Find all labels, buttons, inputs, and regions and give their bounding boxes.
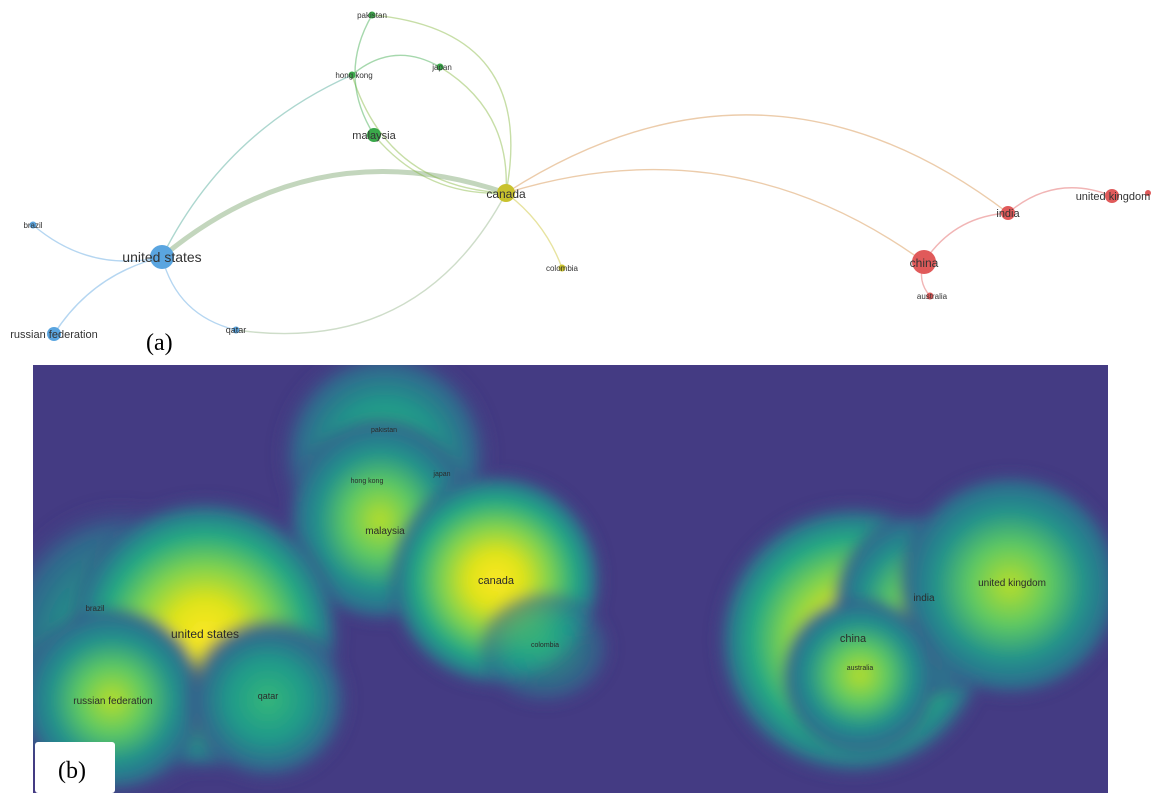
link-united-states-canada [160,169,507,259]
node-pakistan[interactable] [368,11,376,19]
density-label-canada: canada [478,575,515,587]
density-label-malaysia: malaysia [365,526,405,537]
density-label-brazil: brazil [85,604,104,613]
link-india-united-kingdom [1007,187,1113,214]
link-china-india [923,212,1009,263]
panel-b-density-map: pakistan japan hong kong malaysia canada colo… [33,365,1108,793]
link-canada-malaysia [373,134,507,194]
link-canada-japan [439,66,507,194]
node-malaysia[interactable] [367,128,381,142]
link-canada-hong-kong [351,74,507,194]
node-minor-dot [1145,190,1151,196]
density-label-china: china [840,633,867,645]
node-china[interactable] [912,250,936,274]
node-label-malaysia: malaysia [352,130,396,142]
density-label-australia: australia [847,665,874,672]
node-label-pakistan: pakistan [357,11,387,20]
node-india[interactable] [1001,206,1015,220]
density-label-united-kingdom: united kingdom [978,578,1046,589]
node-brazil[interactable] [29,221,37,229]
link-qatar-canada [235,192,507,335]
node-label-china: china [910,256,939,270]
density-labels: pakistan japan hong kong malaysia canada colo… [73,427,1046,707]
panel-a-label: (a) [146,330,173,356]
link-canada-china [505,168,925,263]
panel-b-label-box [35,742,115,793]
density-blob-united-kingdom [895,470,1108,700]
density-blob-australia [780,595,940,755]
node-qatar[interactable] [232,326,240,334]
density-label-pakistan: pakistan [371,427,397,434]
panel-a-network: pakistan hong kong japan malaysia canada colo… [10,11,1151,356]
node-united-kingdom[interactable] [1105,189,1119,203]
node-australia[interactable] [926,292,934,300]
link-united-states-russian-federation [53,256,163,335]
node-label-united-states: united states [122,249,201,265]
density-label-united-states: united states [171,627,239,641]
panel-b-label: (b) [58,758,86,784]
link-united-states-hong-kong [161,74,353,258]
network-nodes [29,11,1151,341]
node-russian-federation[interactable] [47,327,61,341]
link-united-states-brazil [32,224,163,262]
node-label-australia: australia [917,292,948,301]
density-label-hong-kong: hong kong [351,478,384,485]
density-blob-qatar [183,615,353,785]
node-japan[interactable] [436,63,444,71]
density-label-india: india [913,593,935,604]
node-label-colombia: colombia [546,264,579,273]
density-label-colombia: colombia [531,642,559,649]
network-links [32,14,1113,335]
node-label-india: india [996,208,1020,220]
node-label-russian-federation: russian federation [10,329,97,341]
link-united-states-qatar [161,256,237,331]
link-hong-kong-japan [351,54,441,76]
link-canada-colombia [505,192,563,269]
density-label-russian-federation: russian federation [73,696,153,707]
node-label-brazil: brazil [23,221,42,230]
density-blob-colombia [475,588,615,708]
link-canada-india [505,114,1009,214]
node-label-canada: canada [486,187,526,201]
node-label-qatar: qatar [226,325,247,335]
density-label-qatar: qatar [258,691,279,701]
node-label-united-kingdom: united kingdom [1076,191,1151,203]
node-colombia[interactable] [558,264,566,272]
node-label-japan: japan [431,63,452,72]
link-canada-pakistan [371,14,512,194]
network-labels: pakistan hong kong japan malaysia canada colo… [10,11,1150,341]
node-canada[interactable] [497,184,515,202]
node-hong-kong[interactable] [348,71,356,79]
density-label-japan: japan [432,471,450,478]
node-label-hong-kong: hong kong [335,71,372,80]
node-united-states[interactable] [150,245,174,269]
